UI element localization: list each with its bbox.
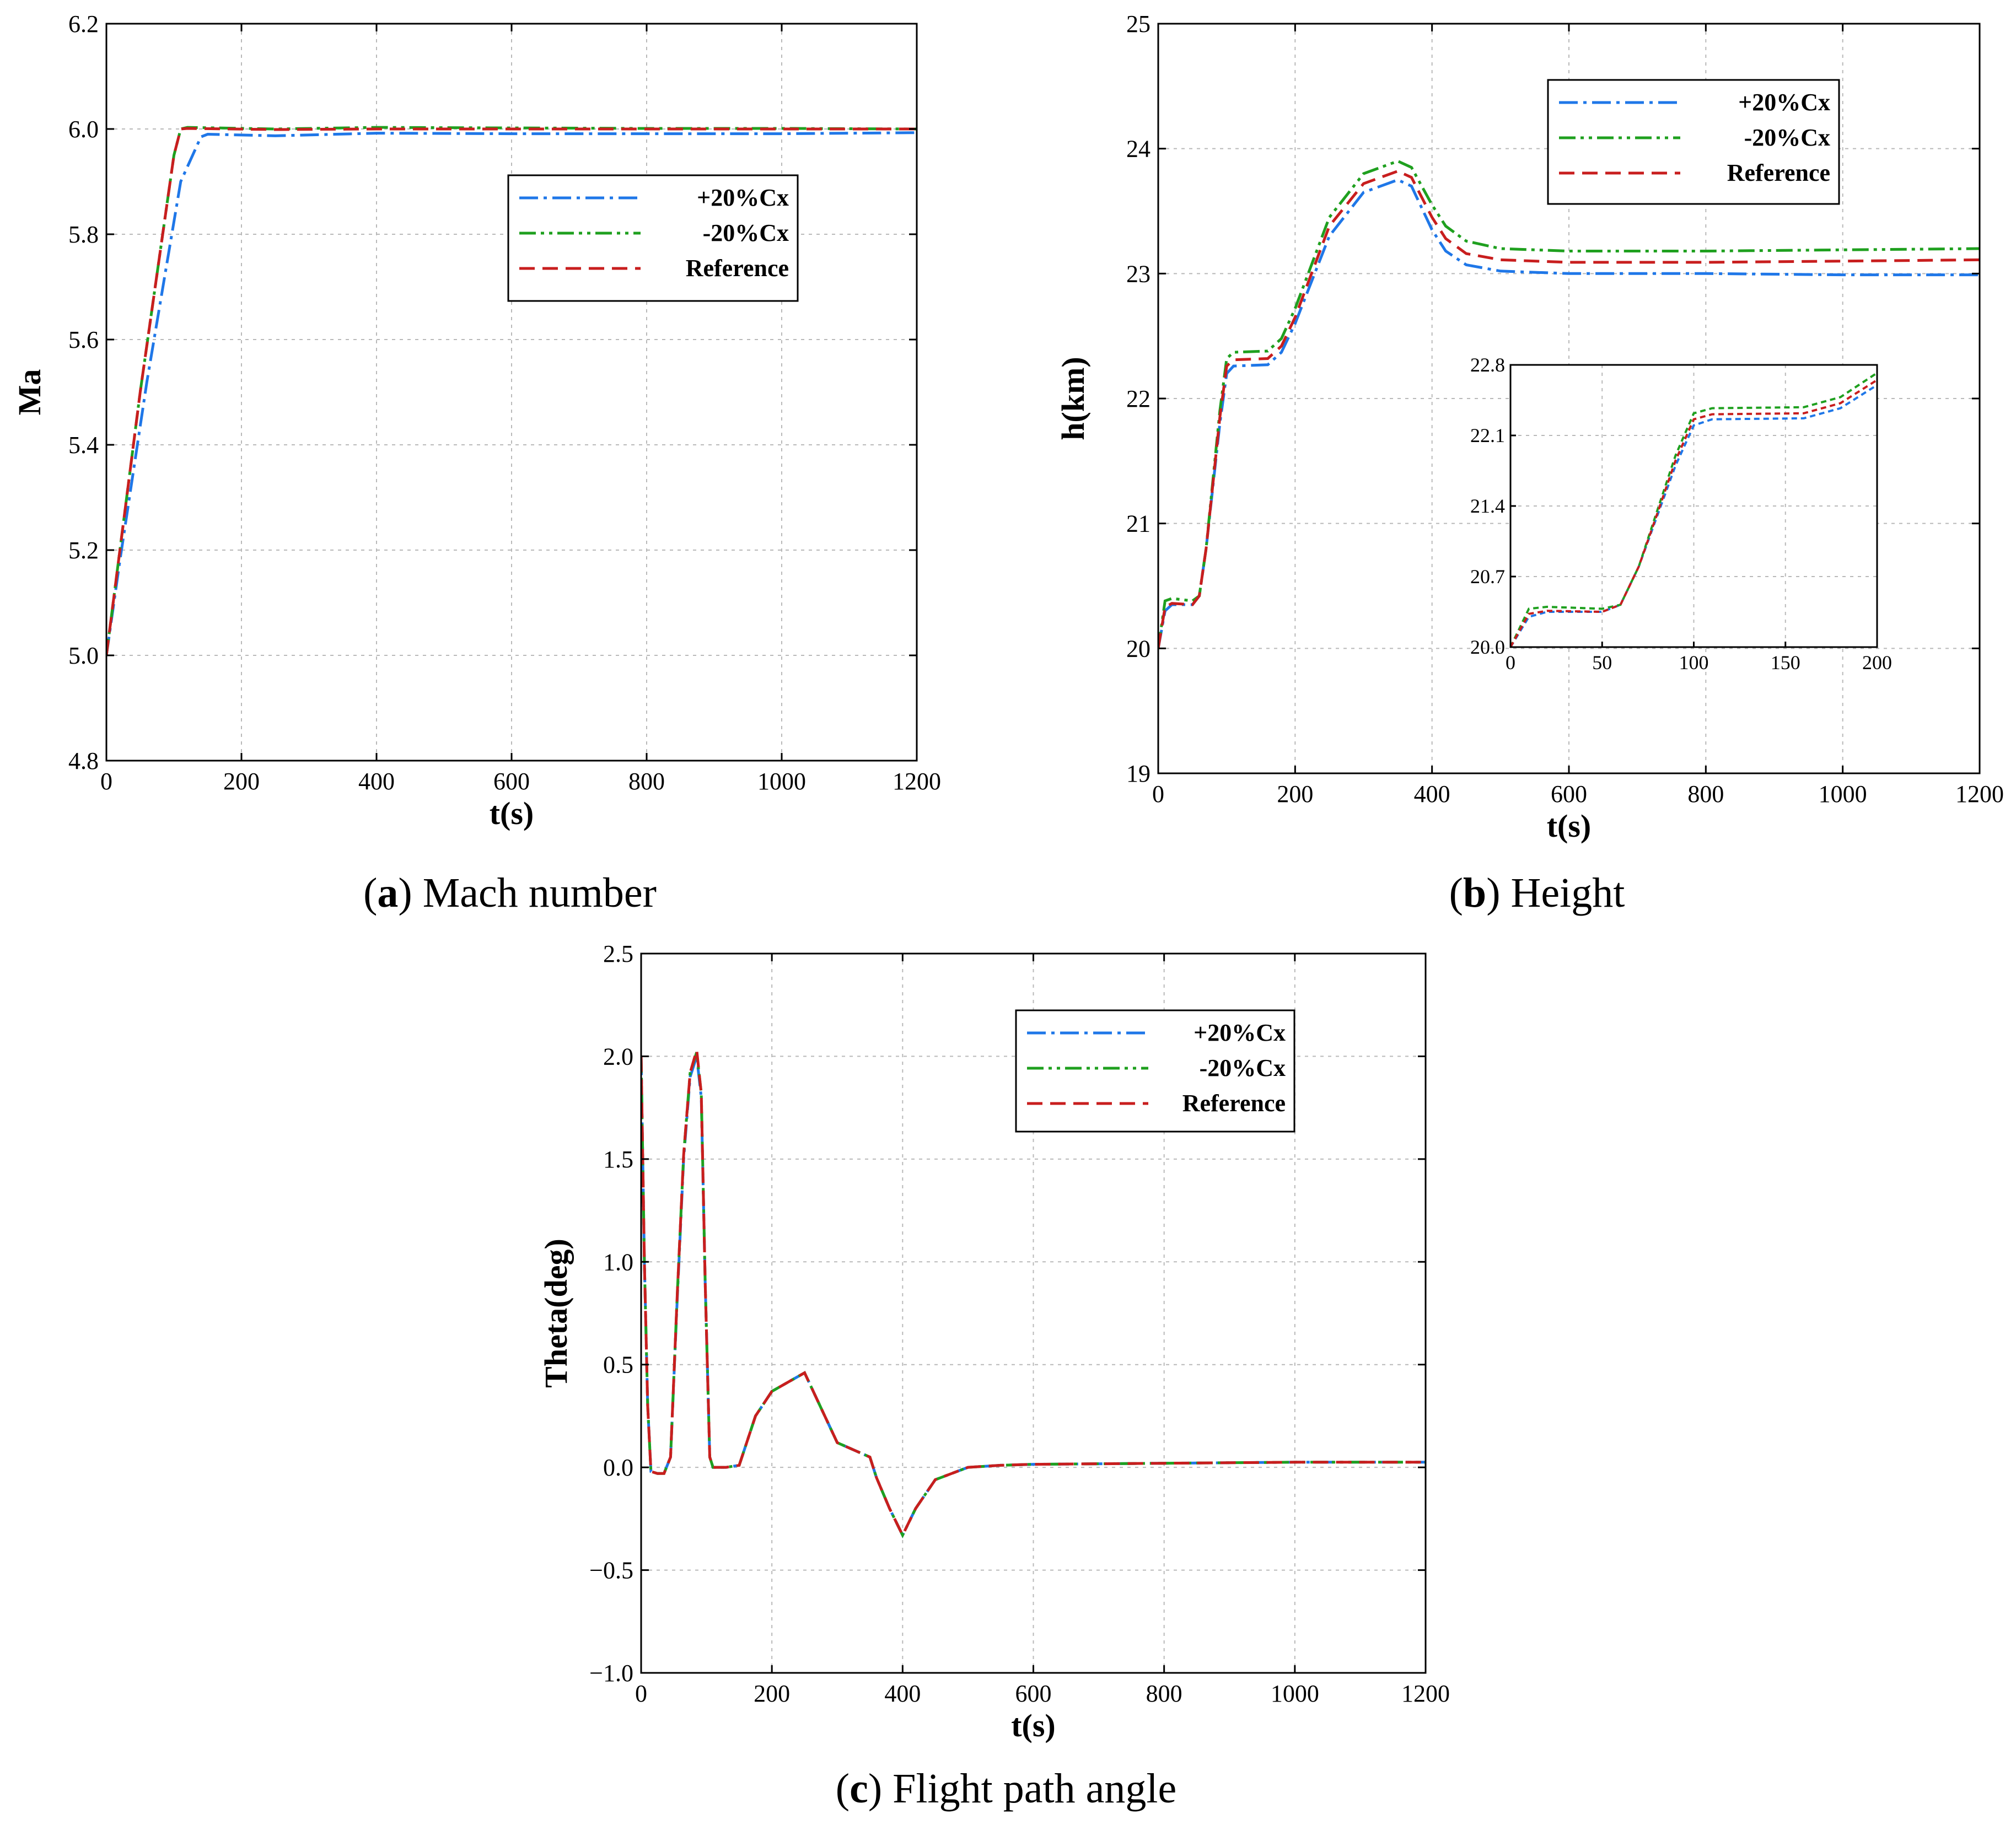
y-axis-title: Theta(deg) — [538, 1239, 574, 1388]
inset-x-tick-label: 200 — [1862, 652, 1892, 674]
x-tick-label: 400 — [884, 1680, 921, 1707]
inset-y-tick-label: 22.8 — [1470, 354, 1505, 376]
inset-x-tick-label: 150 — [1771, 652, 1800, 674]
y-tick-label: 25 — [1126, 10, 1151, 37]
x-tick-label: 1200 — [893, 768, 941, 795]
inset-series-minus20 — [1510, 372, 1877, 647]
inset-series-reference — [1510, 379, 1877, 647]
caption-a: (a) Mach number — [363, 870, 657, 916]
x-tick-label: 800 — [628, 768, 665, 795]
y-tick-label: 19 — [1126, 760, 1151, 787]
series-line-reference — [1158, 169, 1980, 649]
y-tick-label: 0.5 — [603, 1352, 633, 1379]
x-axis-title: t(s) — [490, 795, 534, 831]
y-tick-label: 22 — [1126, 385, 1151, 412]
inset-x-tick-label: 0 — [1506, 652, 1515, 674]
x-tick-label: 600 — [493, 768, 530, 795]
y-tick-label: 4.8 — [68, 747, 99, 774]
legend-label-plus20: +20%Cx — [1194, 1019, 1286, 1046]
y-tick-label: 5.2 — [68, 537, 99, 564]
legend-label-minus20: -20%Cx — [703, 219, 789, 246]
inset-y-tick-label: 20.7 — [1470, 566, 1505, 588]
series-line-plus20 — [106, 131, 917, 656]
x-tick-label: 200 — [223, 768, 260, 795]
y-tick-label: 5.8 — [68, 221, 99, 248]
legend-box — [507, 174, 799, 302]
legend-label-plus20: +20%Cx — [1738, 89, 1830, 116]
x-tick-label: 1200 — [1955, 780, 2004, 807]
y-tick-label: 20 — [1126, 635, 1151, 662]
x-tick-label: 800 — [1687, 780, 1724, 807]
x-tick-label: 1000 — [757, 768, 806, 795]
legend-box — [1547, 79, 1840, 205]
legend: +20%Cx -20%Cx Reference — [1015, 1009, 1295, 1133]
caption-b: (b) Height — [1449, 870, 1625, 916]
x-tick-label: 200 — [1277, 780, 1313, 807]
legend-label-reference: Reference — [686, 255, 789, 282]
y-tick-label: 5.0 — [68, 642, 99, 669]
inset-x-tick-label: 100 — [1679, 652, 1709, 674]
inset-y-tick-label: 20.0 — [1470, 636, 1505, 658]
y-tick-label: 2.5 — [603, 940, 633, 967]
x-tick-label: 200 — [754, 1680, 790, 1707]
x-tick-label: 800 — [1146, 1680, 1182, 1707]
y-tick-label: 2.0 — [603, 1043, 633, 1070]
x-tick-label: 600 — [1015, 1680, 1052, 1707]
y-axis-title: Ma — [12, 369, 47, 416]
inset-y-tick-label: 21.4 — [1470, 495, 1505, 517]
y-tick-label: 24 — [1126, 136, 1151, 163]
caption-c: (c) Flight path angle — [836, 1765, 1176, 1812]
y-tick-label: 1.0 — [603, 1248, 633, 1275]
x-tick-label: 0 — [1152, 780, 1164, 807]
legend-label-minus20: -20%Cx — [1200, 1054, 1286, 1081]
legend-label-plus20: +20%Cx — [697, 184, 789, 211]
legend-box — [1015, 1009, 1295, 1133]
series-line-reference — [641, 1049, 1426, 1538]
inset-y-tick-label: 22.1 — [1470, 424, 1505, 446]
y-tick-label: 0.0 — [603, 1454, 633, 1481]
panel-c-flight-path-angle: 0 200 400 600 800 1000 1200 −1.0 −0.5 0.0 0.5 1.0 1.… — [538, 940, 1450, 1743]
x-tick-label: 400 — [1414, 780, 1450, 807]
y-tick-label: 23 — [1126, 260, 1151, 287]
y-axis-title: h(km) — [1055, 357, 1091, 440]
inset-x-tick-label: 50 — [1592, 652, 1612, 674]
y-tick-label: 5.4 — [68, 432, 99, 459]
inset-plot: 0 50 100 150 200 20.0 20.7 21.4 22.1 22.8 — [1470, 354, 1892, 674]
legend: +20%Cx -20%Cx Reference — [1547, 79, 1840, 205]
y-tick-label: 21 — [1126, 510, 1151, 537]
y-tick-label: −0.5 — [589, 1557, 633, 1584]
y-tick-label: 6.0 — [68, 116, 99, 143]
x-tick-label: 1200 — [1401, 1680, 1450, 1707]
x-tick-label: 400 — [358, 768, 395, 795]
series-line-reference — [106, 127, 917, 656]
x-tick-label: 0 — [635, 1680, 647, 1707]
y-tick-label: 6.2 — [68, 10, 99, 37]
legend-label-minus20: -20%Cx — [1744, 124, 1830, 151]
legend-label-reference: Reference — [1727, 159, 1830, 186]
panel-b-height: 0 200 400 600 800 1000 120019202122232425t(s)h… — [1055, 10, 2004, 844]
legend: +20%Cx -20%Cx Reference — [507, 174, 799, 302]
x-tick-label: 1000 — [1271, 1680, 1319, 1707]
x-tick-label: 600 — [1551, 780, 1587, 807]
x-axis-title: t(s) — [1547, 808, 1592, 844]
y-tick-label: −1.0 — [589, 1660, 633, 1687]
x-axis-title: t(s) — [1011, 1708, 1056, 1743]
y-tick-label: 1.5 — [603, 1146, 633, 1173]
y-tick-label: 5.6 — [68, 326, 99, 353]
x-tick-label: 1000 — [1819, 780, 1867, 807]
panel-a-mach-number: 0 200 400 600 800 1000 1200 4.8 5.0 5.2 5.4 5.6 5.8 6… — [12, 10, 941, 831]
x-tick-label: 0 — [100, 768, 112, 795]
legend-label-reference: Reference — [1182, 1090, 1286, 1117]
